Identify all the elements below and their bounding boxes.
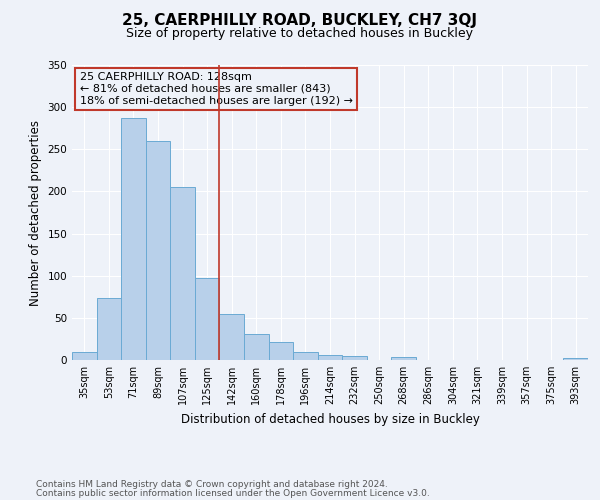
Bar <box>195 278 220 360</box>
Bar <box>121 118 146 360</box>
Bar <box>293 352 318 360</box>
Bar <box>318 355 342 360</box>
Text: 25, CAERPHILLY ROAD, BUCKLEY, CH7 3QJ: 25, CAERPHILLY ROAD, BUCKLEY, CH7 3QJ <box>122 12 478 28</box>
X-axis label: Distribution of detached houses by size in Buckley: Distribution of detached houses by size … <box>181 412 479 426</box>
Text: Size of property relative to detached houses in Buckley: Size of property relative to detached ho… <box>127 28 473 40</box>
Bar <box>72 352 97 360</box>
Bar <box>244 334 269 360</box>
Bar <box>563 358 588 360</box>
Bar <box>146 141 170 360</box>
Bar <box>220 314 244 360</box>
Text: 25 CAERPHILLY ROAD: 128sqm
← 81% of detached houses are smaller (843)
18% of sem: 25 CAERPHILLY ROAD: 128sqm ← 81% of deta… <box>80 72 353 106</box>
Bar <box>170 187 195 360</box>
Bar <box>342 356 367 360</box>
Text: Contains public sector information licensed under the Open Government Licence v3: Contains public sector information licen… <box>36 489 430 498</box>
Y-axis label: Number of detached properties: Number of detached properties <box>29 120 42 306</box>
Bar <box>391 356 416 360</box>
Bar <box>269 342 293 360</box>
Text: Contains HM Land Registry data © Crown copyright and database right 2024.: Contains HM Land Registry data © Crown c… <box>36 480 388 489</box>
Bar <box>97 298 121 360</box>
